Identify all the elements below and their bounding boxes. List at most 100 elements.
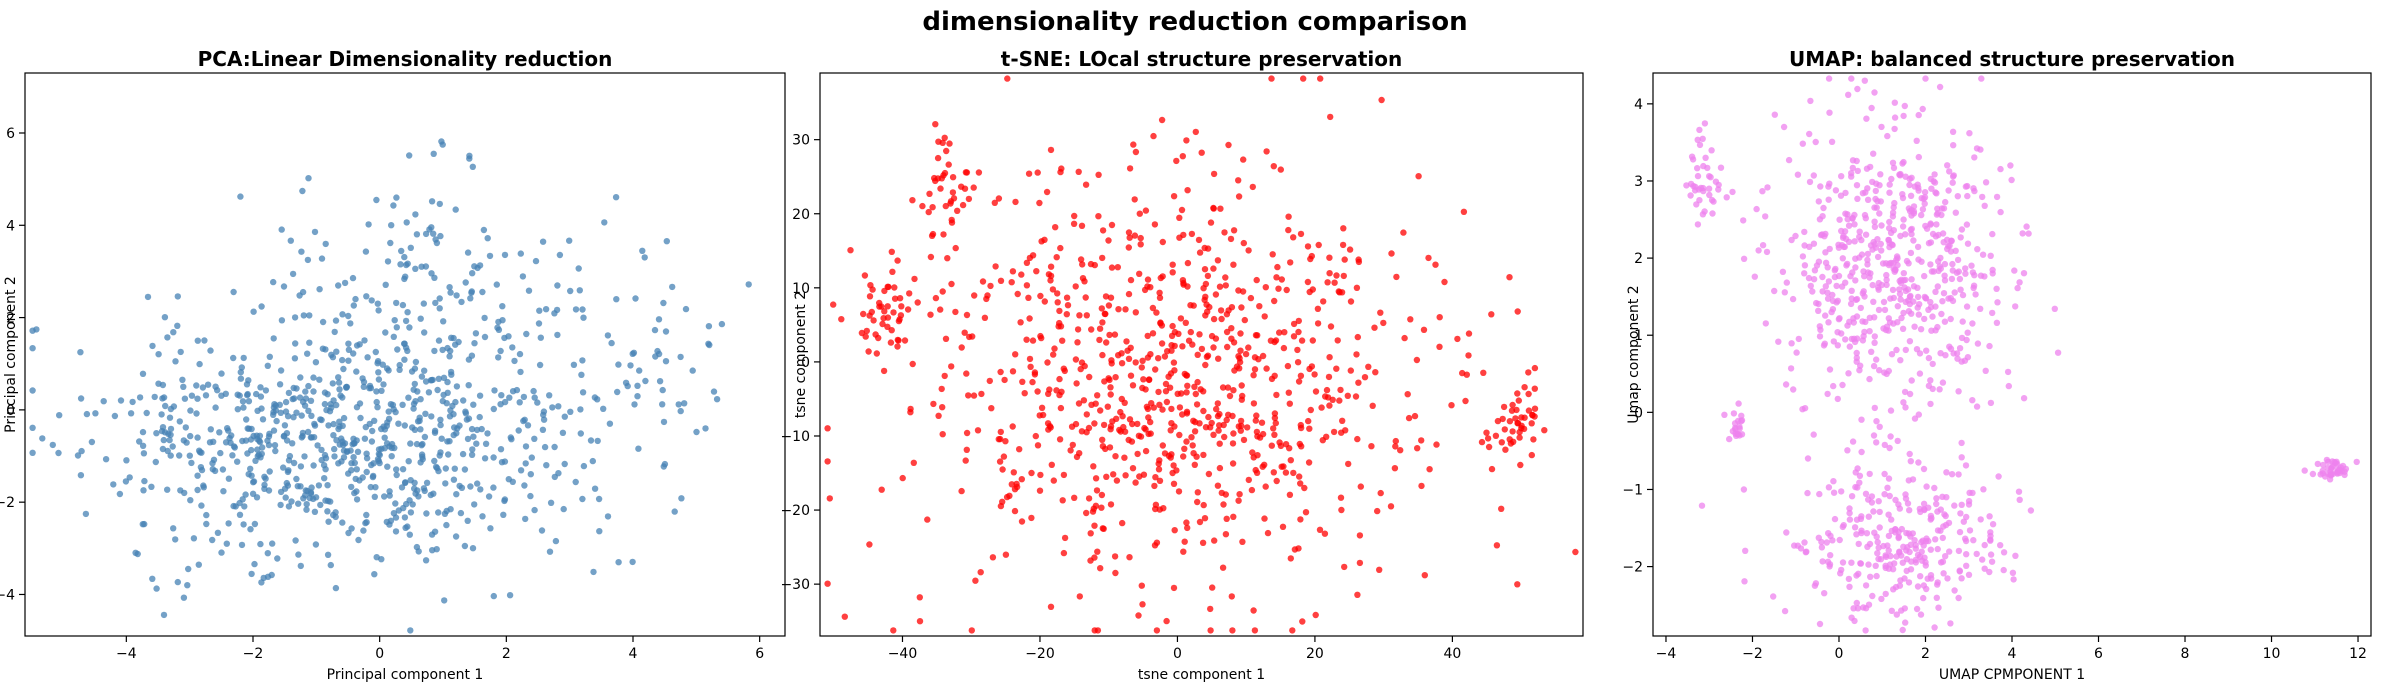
data-point (1075, 400, 1083, 407)
data-point (401, 356, 408, 363)
data-point (136, 438, 143, 445)
data-point (1886, 492, 1893, 500)
data-point (2025, 230, 2032, 237)
data-point (254, 446, 261, 453)
data-point (1885, 532, 1893, 540)
data-point (1190, 302, 1197, 309)
data-point (1253, 412, 1260, 419)
data-point (1125, 244, 1133, 251)
data-point (580, 462, 588, 470)
data-point (450, 411, 457, 418)
data-point (1244, 424, 1251, 431)
data-point (1856, 228, 1863, 235)
data-point (1059, 337, 1066, 344)
data-point (452, 206, 459, 213)
data-point (652, 353, 659, 360)
data-point (1215, 427, 1222, 434)
data-point (1822, 312, 1829, 319)
data-point (1987, 399, 1995, 407)
data-point (1019, 378, 1026, 385)
data-point (1974, 340, 1982, 347)
data-point (1853, 531, 1860, 538)
x-tick-label: 20 (1306, 646, 1324, 662)
data-point (506, 592, 514, 599)
data-point (1921, 554, 1928, 561)
data-point (1270, 163, 1278, 170)
data-point (543, 462, 550, 469)
data-point (656, 378, 664, 385)
data-point (995, 195, 1003, 202)
data-point (1828, 138, 1836, 145)
data-point (239, 437, 246, 445)
data-point (29, 387, 36, 394)
data-point (427, 377, 435, 384)
data-point (1955, 594, 1962, 602)
data-point (321, 389, 329, 396)
data-point (264, 362, 271, 369)
data-point (461, 466, 469, 473)
data-point (949, 174, 957, 181)
data-point (174, 578, 181, 586)
data-point (1144, 276, 1152, 283)
data-point (1287, 259, 1294, 266)
data-point (1031, 371, 1039, 378)
data-point (1081, 278, 1088, 285)
data-point (1934, 527, 1942, 534)
data-point (1871, 89, 1878, 96)
data-point (1816, 620, 1824, 628)
data-point (1058, 165, 1065, 172)
data-point (1876, 367, 1883, 374)
data-point (335, 379, 343, 386)
data-point (560, 505, 567, 513)
data-point (1096, 325, 1104, 332)
data-point (547, 499, 555, 506)
data-point (1937, 559, 1945, 566)
data-point (1199, 539, 1207, 546)
data-point (2020, 395, 2028, 402)
data-point (1521, 414, 1528, 421)
data-point (527, 492, 534, 500)
data-point (161, 314, 169, 321)
data-point (373, 388, 380, 395)
data-point (230, 354, 237, 362)
data-point (1799, 253, 1807, 260)
data-point (1004, 75, 1011, 82)
data-point (1825, 484, 1833, 491)
data-point (1235, 193, 1243, 200)
data-point (1963, 513, 1970, 521)
data-point (1285, 213, 1292, 220)
data-point (932, 121, 939, 128)
data-point (1392, 443, 1399, 450)
data-point (1037, 471, 1044, 479)
data-point (318, 456, 325, 464)
data-point (1126, 554, 1133, 561)
data-point (1824, 558, 1832, 565)
data-point (383, 365, 391, 372)
data-point (1240, 239, 1248, 247)
data-point (1921, 194, 1929, 201)
data-point (1873, 439, 1880, 446)
data-point (369, 473, 377, 481)
data-point (1190, 450, 1197, 457)
data-point (418, 373, 426, 380)
data-point (1775, 338, 1782, 345)
data-point (1196, 331, 1203, 338)
data-point (1151, 482, 1158, 490)
y-tick-label: 30 (792, 133, 810, 149)
data-point (1738, 418, 1745, 425)
data-point (464, 435, 472, 443)
data-point (441, 597, 448, 604)
data-point (1871, 314, 1878, 321)
data-point (1126, 234, 1133, 241)
data-point (1865, 601, 1873, 608)
data-point (1053, 387, 1060, 394)
data-point (1949, 128, 1957, 135)
data-point (110, 481, 117, 488)
data-point (996, 458, 1004, 465)
data-point (1153, 627, 1161, 634)
data-point (1905, 579, 1913, 586)
data-point (1057, 244, 1064, 252)
data-point (404, 260, 411, 267)
data-point (895, 317, 903, 325)
data-point (659, 401, 666, 408)
